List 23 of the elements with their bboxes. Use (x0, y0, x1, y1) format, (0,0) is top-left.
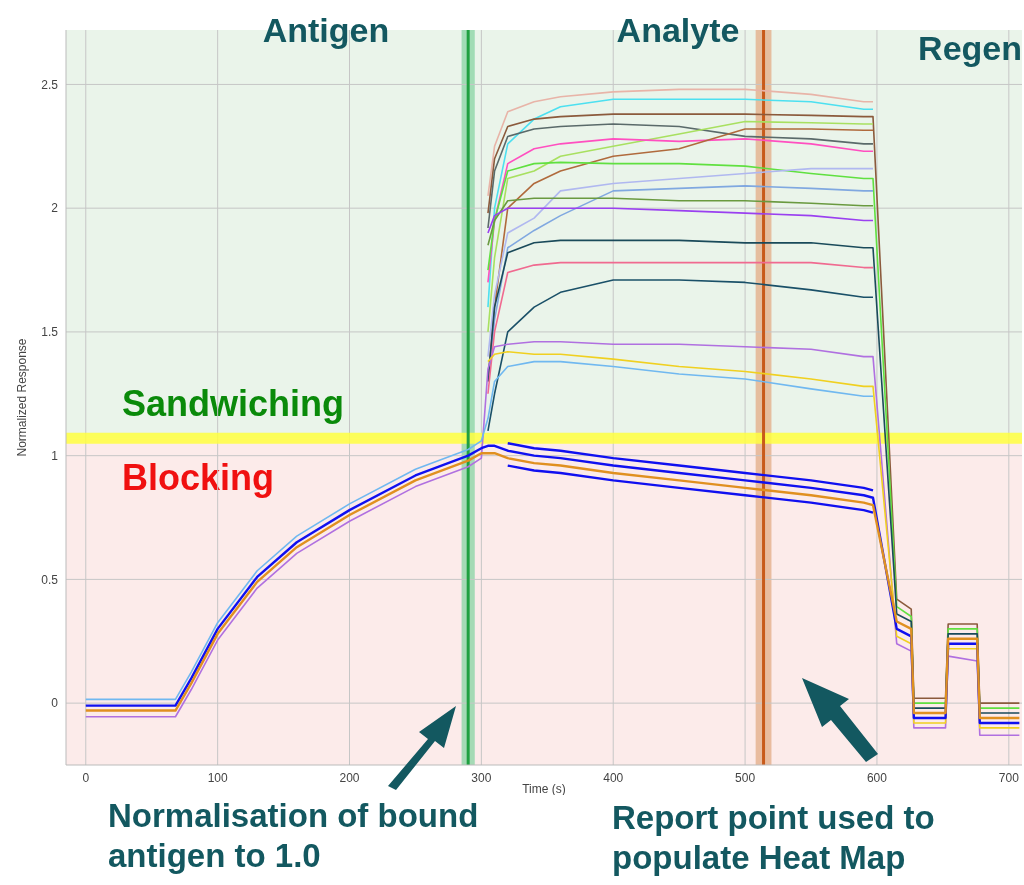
y-tick-label: 2.5 (41, 77, 59, 92)
x-tick-label: 700 (998, 770, 1020, 785)
y-tick-label: 2 (51, 201, 59, 216)
y-tick-label: 1.5 (41, 325, 59, 340)
x-tick-label: 500 (735, 770, 756, 785)
annotation: Antigen (261, 10, 391, 51)
annotation: Analyte (615, 10, 741, 51)
y-tick-label: 0 (51, 696, 59, 711)
x-tick-label: 600 (866, 770, 888, 785)
y-axis-title: Normalized Response (15, 338, 30, 457)
y-tick-label: 0.5 (41, 572, 59, 587)
x-tick-label: 300 (471, 770, 492, 785)
annotation: Regen (918, 28, 1022, 69)
x-tick-label: 400 (603, 770, 624, 785)
x-tick-label: 200 (339, 770, 360, 785)
x-tick-label: 100 (207, 770, 228, 785)
y-tick-label: 1 (51, 448, 59, 463)
text: Report point used to populate Heat Map (612, 798, 936, 878)
x-tick-label: 0 (82, 770, 90, 785)
band-label: Sandwiching (122, 383, 345, 425)
text: Normalisation of bound antigen to 1.0 (108, 796, 480, 876)
x-axis-title: Time (s) (522, 782, 566, 796)
band-label: Blocking (122, 457, 275, 499)
